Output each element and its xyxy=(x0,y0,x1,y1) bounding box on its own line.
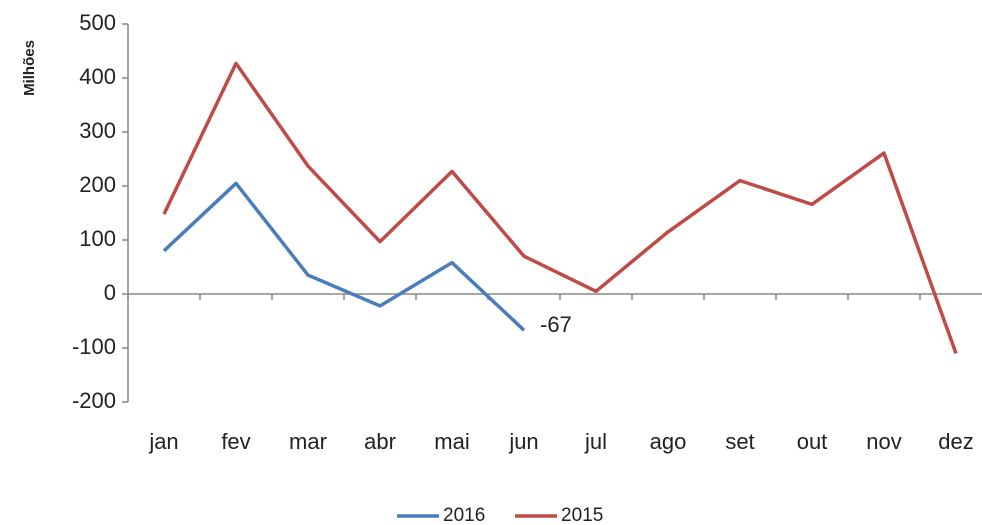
x-tick-label: jan xyxy=(148,429,178,454)
y-tick-label: 400 xyxy=(79,64,116,89)
data-label: -67 xyxy=(540,312,572,337)
y-tick-label: -100 xyxy=(72,334,116,359)
x-tick-label: mai xyxy=(434,429,469,454)
x-tick-label: fev xyxy=(221,429,250,454)
x-tick-label: nov xyxy=(866,429,901,454)
y-axis-label: Milhões xyxy=(21,40,38,96)
x-tick-label: ago xyxy=(650,429,687,454)
y-tick-label: 300 xyxy=(79,118,116,143)
x-tick-label: dez xyxy=(938,429,973,454)
y-tick-label: 500 xyxy=(79,10,116,35)
legend-label: 2015 xyxy=(561,505,603,525)
x-tick-label: set xyxy=(725,429,754,454)
y-tick-label: 0 xyxy=(104,280,116,305)
x-tick-label: abr xyxy=(364,429,396,454)
x-tick-label: out xyxy=(797,429,828,454)
y-tick-label: 200 xyxy=(79,172,116,197)
y-tick-label: 100 xyxy=(79,226,116,251)
x-tick-label: mar xyxy=(289,429,327,454)
legend-label: 2016 xyxy=(443,505,485,525)
x-tick-label: jul xyxy=(584,429,607,454)
y-tick-label: -200 xyxy=(72,388,116,413)
x-tick-label: jun xyxy=(508,429,538,454)
series-line xyxy=(162,61,958,354)
series-line xyxy=(162,181,526,332)
